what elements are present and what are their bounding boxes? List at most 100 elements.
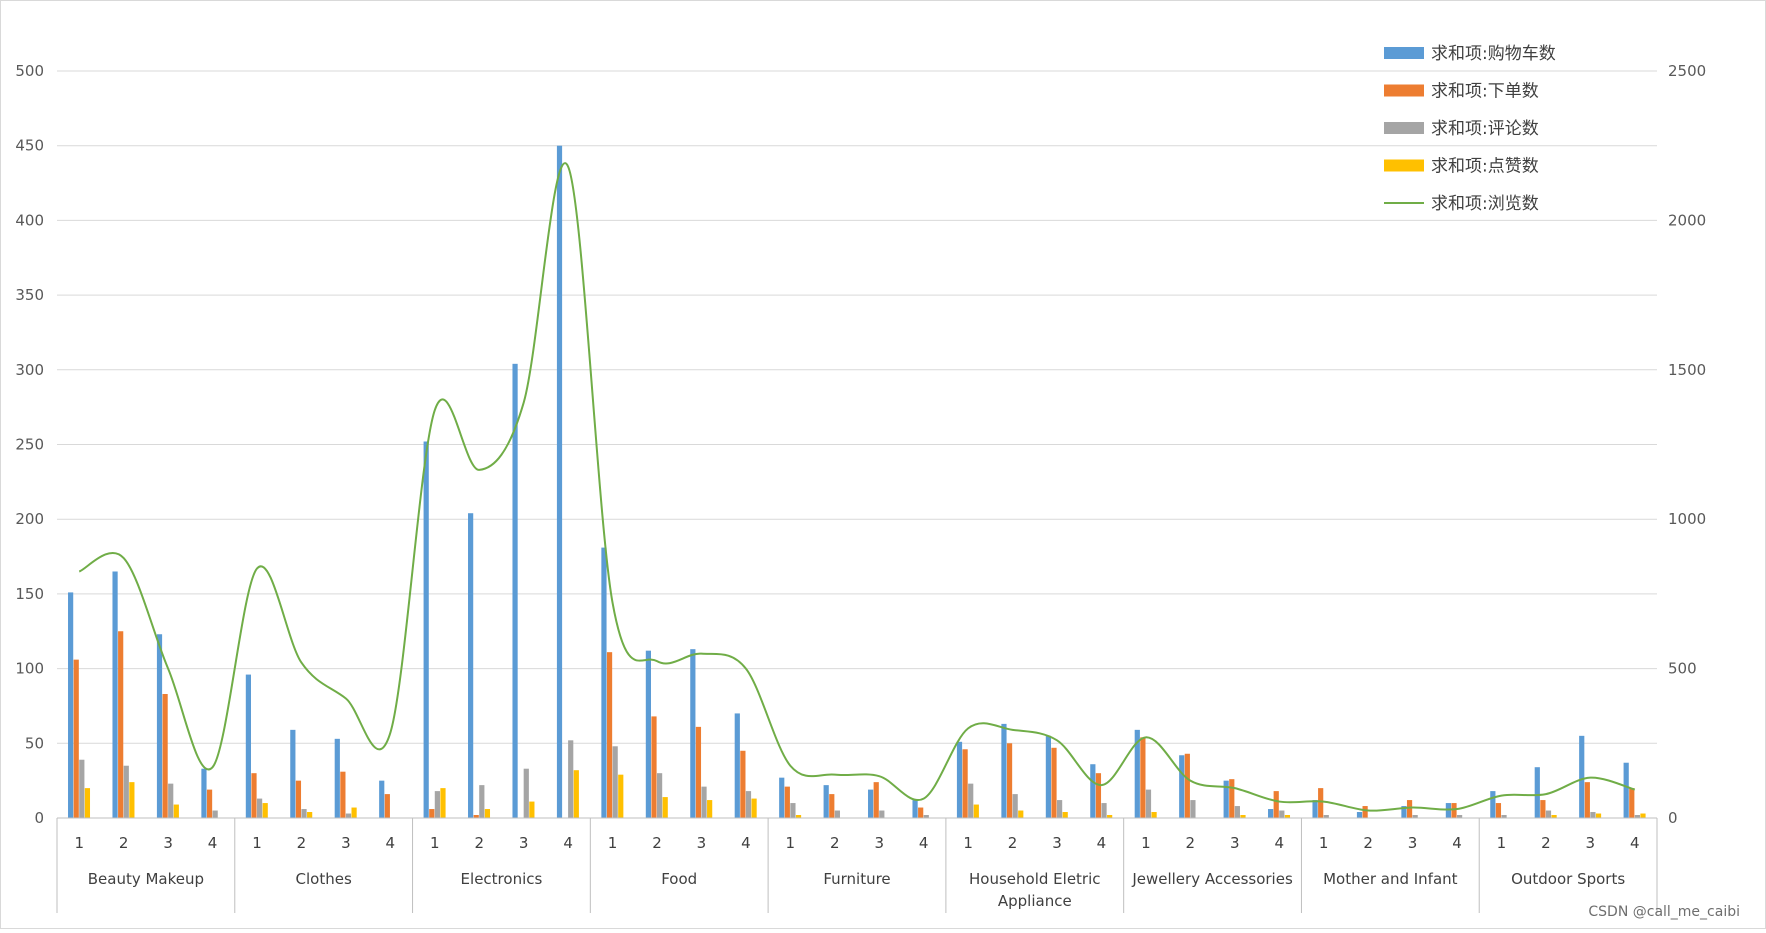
x-subcategory-label: 1 [74, 834, 84, 852]
x-group-label-line: Household Eletric [969, 870, 1100, 888]
bar [1001, 724, 1006, 818]
x-subcategory-label: 1 [963, 834, 973, 852]
bar [1585, 782, 1590, 818]
y-left-tick-label: 400 [15, 211, 44, 229]
x-subcategory-label: 2 [652, 834, 662, 852]
x-subcategory-label: 1 [252, 834, 262, 852]
bar [351, 808, 356, 818]
bar [740, 751, 745, 818]
bar [790, 803, 795, 818]
x-group-label: Food [661, 870, 697, 888]
bar [1579, 736, 1584, 818]
y-left-tick-label: 150 [15, 585, 44, 603]
bar [157, 634, 162, 818]
bar [468, 513, 473, 818]
x-subcategory-label: 4 [741, 834, 751, 852]
x-subcategory-label: 2 [1186, 834, 1196, 852]
bar [974, 805, 979, 818]
bar [696, 727, 701, 818]
bar [1640, 814, 1645, 818]
x-subcategory-label: 2 [474, 834, 484, 852]
bar [335, 739, 340, 818]
bar [263, 803, 268, 818]
bar [124, 766, 129, 818]
x-subcategory-label: 4 [386, 834, 396, 852]
bar [568, 740, 573, 818]
bar [257, 799, 262, 818]
bar [707, 800, 712, 818]
bar [385, 794, 390, 818]
bar [1357, 812, 1362, 818]
bar [651, 716, 656, 818]
bar [163, 694, 168, 818]
bar [485, 809, 490, 818]
bar [1146, 790, 1151, 818]
x-subcategory-label: 1 [1141, 834, 1151, 852]
bar [168, 784, 173, 818]
bar [874, 782, 879, 818]
bar [1590, 812, 1595, 818]
bar [785, 787, 790, 818]
x-subcategory-label: 2 [1541, 834, 1551, 852]
bar [1057, 800, 1062, 818]
bar [79, 760, 84, 818]
legend-label: 求和项:点赞数 [1431, 157, 1539, 177]
y-right-tick-label: 1500 [1668, 361, 1706, 379]
bar [918, 808, 923, 818]
x-group-label: Electronics [461, 870, 543, 888]
y-right-tick-label: 500 [1668, 660, 1697, 678]
y-right-tick-label: 2000 [1668, 211, 1706, 229]
bar [574, 770, 579, 818]
x-group-label: Furniture [823, 870, 890, 888]
legend-swatch [1384, 47, 1424, 59]
bar [1446, 803, 1451, 818]
bar [1629, 788, 1634, 818]
bar [529, 802, 534, 818]
bar [1007, 743, 1012, 818]
x-subcategory-label: 3 [341, 834, 351, 852]
y-left-tick-label: 200 [15, 510, 44, 528]
x-subcategory-label: 3 [1052, 834, 1062, 852]
x-subcategory-label: 1 [786, 834, 796, 852]
bar [868, 790, 873, 818]
bar [1140, 737, 1145, 818]
x-subcategory-label: 2 [297, 834, 307, 852]
bar [690, 649, 695, 818]
bar [1624, 763, 1629, 818]
bar [613, 746, 618, 818]
x-group-label: Mother and Infant [1323, 870, 1458, 888]
bar [1279, 811, 1284, 818]
bar [657, 773, 662, 818]
bar [1235, 806, 1240, 818]
y-left-tick-label: 450 [15, 137, 44, 155]
x-subcategory-label: 3 [1408, 834, 1418, 852]
bar [1535, 767, 1540, 818]
bar [912, 800, 917, 818]
y-left-tick-label: 0 [34, 809, 44, 827]
x-subcategory-label: 1 [430, 834, 440, 852]
bar [879, 811, 884, 818]
bar [1046, 736, 1051, 818]
legend-label: 求和项:购物车数 [1431, 44, 1556, 64]
bar [435, 791, 440, 818]
bar [1063, 812, 1068, 818]
bar [618, 775, 623, 818]
watermark: CSDN @call_me_caibi [1588, 904, 1740, 920]
bar [290, 730, 295, 818]
bar [1318, 788, 1323, 818]
x-subcategory-label: 2 [119, 834, 129, 852]
x-subcategory-label: 2 [830, 834, 840, 852]
bar [424, 442, 429, 818]
bar [1490, 791, 1495, 818]
bar [735, 713, 740, 818]
x-subcategory-label: 3 [163, 834, 173, 852]
bar [957, 742, 962, 818]
x-subcategory-label: 4 [1274, 834, 1284, 852]
bar [751, 799, 756, 818]
bar [1051, 748, 1056, 818]
x-subcategory-label: 4 [1452, 834, 1462, 852]
bar [1312, 800, 1317, 818]
legend-label: 求和项:下单数 [1431, 82, 1539, 102]
